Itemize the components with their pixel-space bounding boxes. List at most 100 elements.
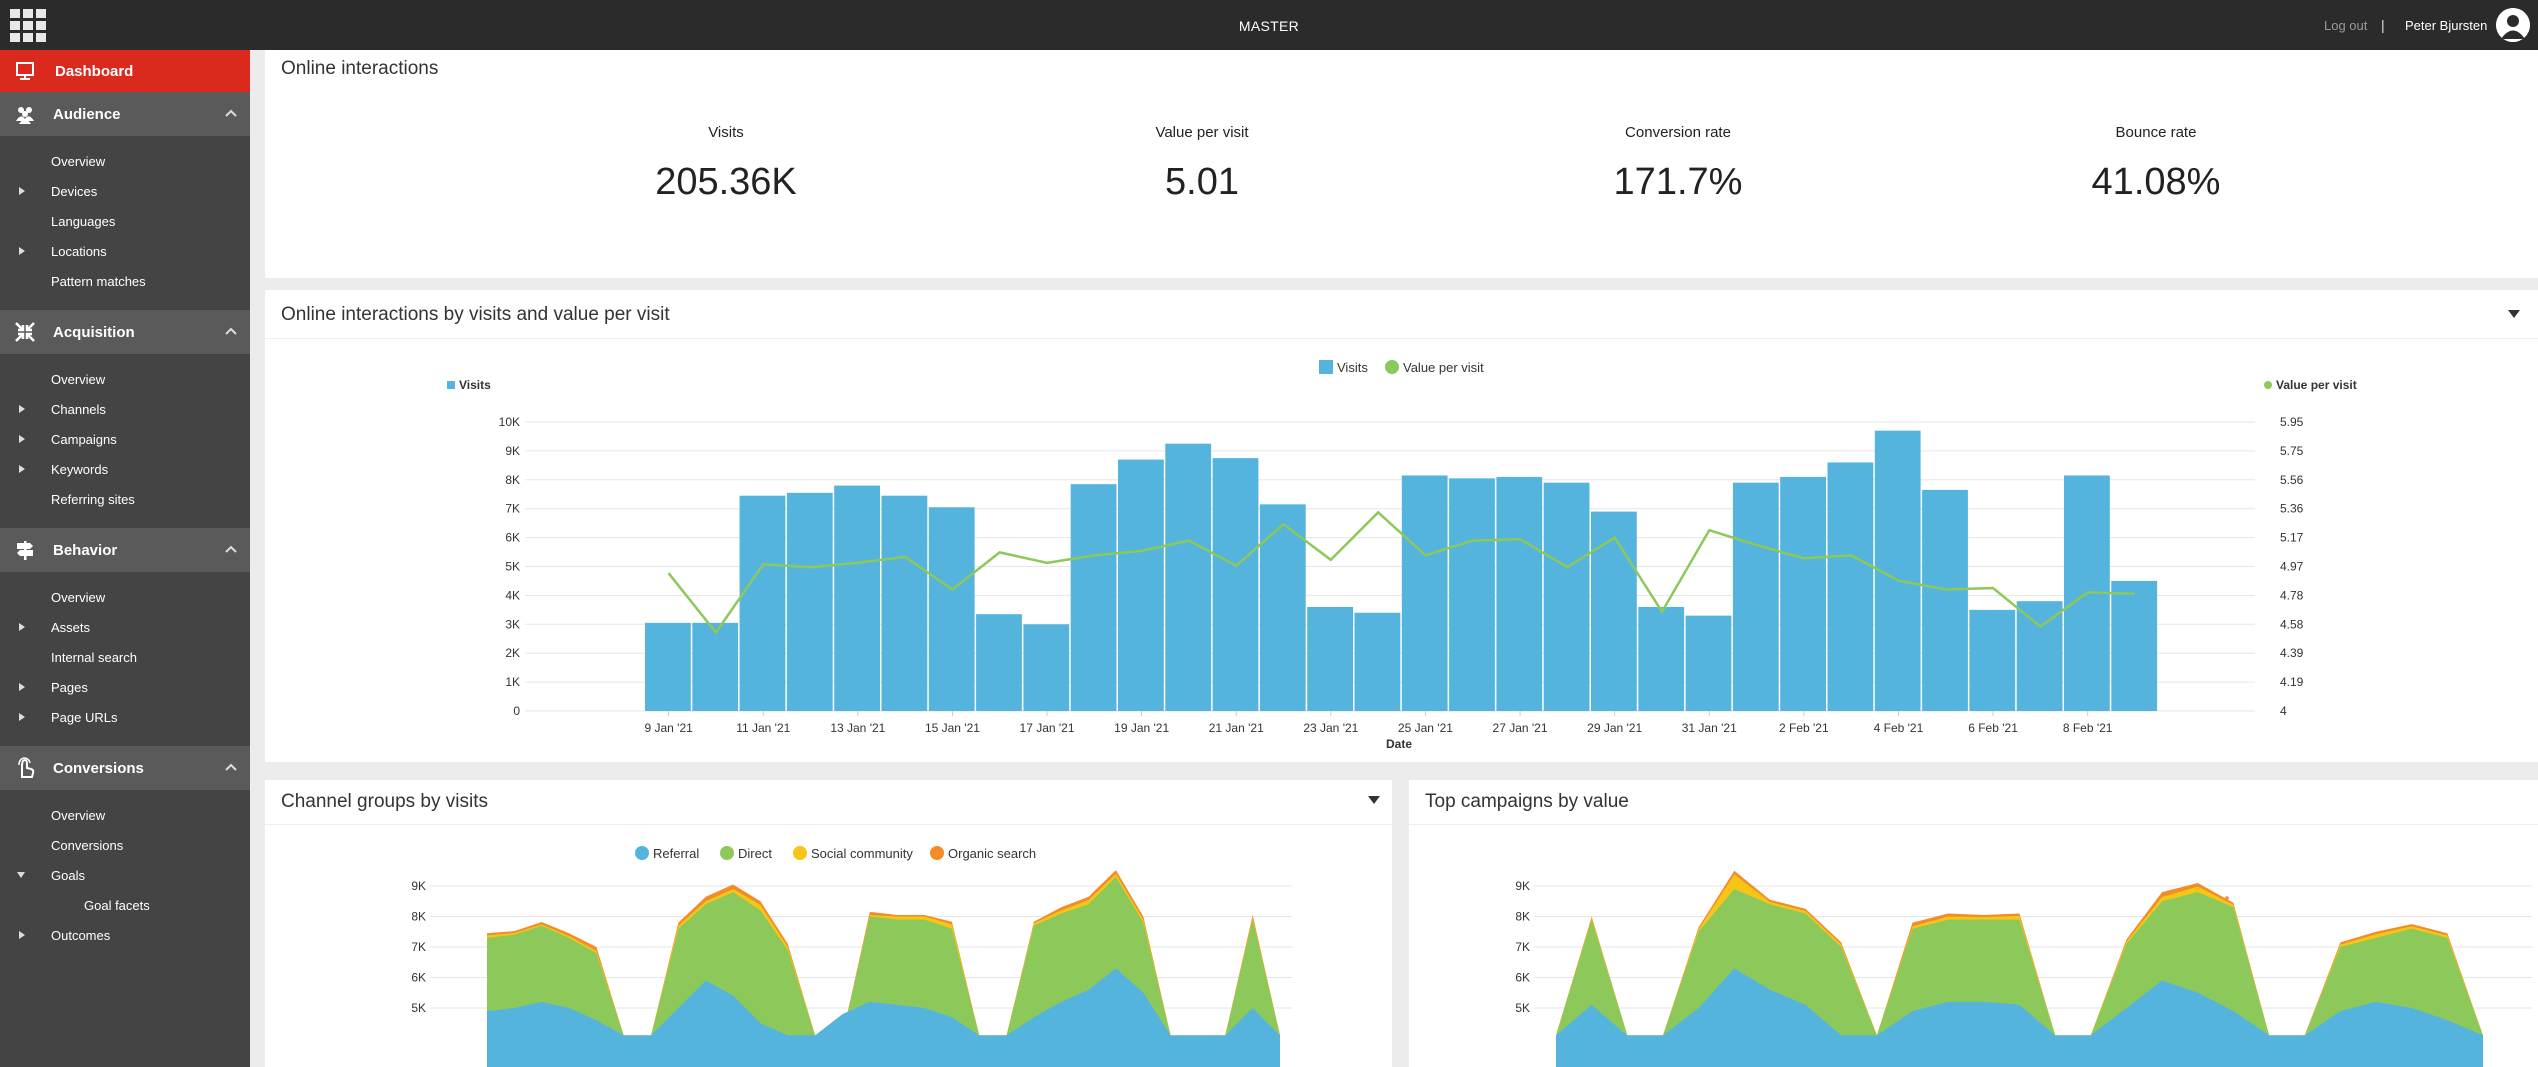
panel-dropdown-icon[interactable] <box>1368 796 1380 804</box>
visits-bar <box>1922 489 1968 711</box>
sidebar-item-devices[interactable]: Devices <box>0 176 250 206</box>
legend-swatch <box>720 846 734 860</box>
sidebar-item-outcomes[interactable]: Outcomes <box>0 920 250 950</box>
visits-bar <box>1023 624 1070 711</box>
sidebar-item-keywords[interactable]: Keywords <box>0 454 250 484</box>
expand-arrow-icon[interactable] <box>19 405 25 413</box>
expand-arrow-icon[interactable] <box>19 435 25 443</box>
sidebar-section-conversions[interactable]: Conversions <box>0 746 250 790</box>
visits-chart-panel: Online interactions by visits and value … <box>265 290 2538 762</box>
sidebar-item-label: Devices <box>51 183 98 199</box>
y-left-tick-label: 0 <box>513 704 520 718</box>
collapse-arrow-icon[interactable] <box>17 872 25 878</box>
legend-label: Organic search <box>948 846 1036 861</box>
panel-title: Online interactions by visits and value … <box>281 304 670 325</box>
sidebar-item-channels[interactable]: Channels <box>0 394 250 424</box>
sidebar-item-internal-search[interactable]: Internal search <box>0 642 250 672</box>
y-tick-label: 8K <box>411 910 426 924</box>
sidebar-section-label: Behavior <box>53 541 118 559</box>
x-tick-label: 9 Jan '21 <box>644 721 693 735</box>
expand-arrow-icon[interactable] <box>19 931 25 939</box>
monitor-icon <box>16 62 34 80</box>
separator: | <box>2381 17 2385 33</box>
x-tick-label: 4 Feb '21 <box>1874 721 1924 735</box>
sidebar-item-languages[interactable]: Languages <box>0 206 250 236</box>
sidebar-item-campaigns[interactable]: Campaigns <box>0 424 250 454</box>
sidebar-section-acquisition[interactable]: Acquisition <box>0 310 250 354</box>
signpost-icon <box>17 541 33 560</box>
sidebar-item-label: Page URLs <box>51 709 118 725</box>
sidebar-item-label: Locations <box>51 243 107 259</box>
sidebar-item-overview[interactable]: Overview <box>0 800 250 830</box>
chevron-up-icon[interactable] <box>224 542 238 556</box>
sidebar-item-label: Internal search <box>51 649 137 665</box>
legend-swatch-value <box>2264 381 2272 389</box>
visits-bar <box>1401 475 1448 711</box>
expand-arrow-icon[interactable] <box>19 683 25 691</box>
app-launcher-icon[interactable] <box>10 9 46 43</box>
expand-arrow-icon[interactable] <box>19 247 25 255</box>
sidebar-item-label: Overview <box>51 589 106 605</box>
sidebar-section-audience[interactable]: Audience <box>0 92 250 136</box>
expand-arrow-icon[interactable] <box>19 187 25 195</box>
expand-arrow-icon[interactable] <box>19 465 25 473</box>
sidebar-item-conversions[interactable]: Conversions <box>0 830 250 860</box>
sidebar-item-referring-sites[interactable]: Referring sites <box>0 484 250 514</box>
x-tick-label: 23 Jan '21 <box>1303 721 1358 735</box>
visits-bar <box>976 614 1022 711</box>
visits-bar <box>1827 462 1874 711</box>
sidebar-item-overview[interactable]: Overview <box>0 364 250 394</box>
sidebar-item-page-urls[interactable]: Page URLs <box>0 702 250 732</box>
visits-bar <box>786 492 833 711</box>
visits-bar <box>1543 482 1590 711</box>
sidebar-item-label: Languages <box>51 213 116 229</box>
sidebar: Dashboard Audience Overview Devices Langua… <box>0 50 250 1067</box>
y-tick-label: 6K <box>411 971 426 985</box>
x-tick-label: 17 Jan '21 <box>1020 721 1075 735</box>
sidebar-section-label: Acquisition <box>53 323 135 341</box>
y-tick-label: 9K <box>1515 879 1530 893</box>
organic-marker <box>2225 896 2229 900</box>
legend-label: Visits <box>1337 360 1368 375</box>
sidebar-item-goals[interactable]: Goals <box>0 860 250 890</box>
user-name: Peter Bjursten <box>2405 18 2488 33</box>
expand-arrow-icon[interactable] <box>19 713 25 721</box>
sidebar-section-items: Overview Devices Languages Locations Pattern… <box>0 136 250 310</box>
y-left-tick-label: 1K <box>505 675 520 689</box>
expand-arrow-icon[interactable] <box>19 623 25 631</box>
sidebar-item-pages[interactable]: Pages <box>0 672 250 702</box>
sidebar-item-label: Goal facets <box>84 897 150 913</box>
sidebar-item-dashboard[interactable]: Dashboard <box>0 50 250 92</box>
visits-bar <box>1070 484 1117 711</box>
arrows-icon <box>15 322 35 342</box>
sidebar-item-assets[interactable]: Assets <box>0 612 250 642</box>
avatar[interactable] <box>2496 8 2530 42</box>
legend-swatch <box>793 846 807 860</box>
sidebar-item-label: Referring sites <box>51 491 135 507</box>
visits-bar <box>1354 612 1401 711</box>
y-left-tick-label: 6K <box>505 531 520 545</box>
x-tick-label: 8 Feb '21 <box>2063 721 2113 735</box>
chevron-up-icon[interactable] <box>224 324 238 338</box>
top-bar: MASTER Log out | Peter Bjursten <box>0 0 2538 50</box>
sidebar-item-pattern-matches[interactable]: Pattern matches <box>0 266 250 296</box>
panel-dropdown-icon[interactable] <box>2508 310 2520 318</box>
sidebar-item-overview[interactable]: Overview <box>0 582 250 612</box>
chevron-up-icon[interactable] <box>224 760 238 774</box>
divider <box>265 824 1392 825</box>
sidebar-item-overview[interactable]: Overview <box>0 146 250 176</box>
logout-link[interactable]: Log out <box>2324 18 2368 33</box>
chevron-up-icon[interactable] <box>224 106 238 120</box>
sidebar-item-locations[interactable]: Locations <box>0 236 250 266</box>
visits-bar <box>1496 476 1543 711</box>
channel-groups-panel: Channel groups by visits 5K 6K 7K 8K 9K Refer… <box>265 780 1392 1067</box>
channel-groups-chart: 5K 6K 7K 8K 9K Referral Direct Social community… <box>411 846 1292 1067</box>
sidebar-item-goal-facets[interactable]: Goal facets <box>0 890 250 920</box>
sidebar-section-items: Overview Assets Internal search Pages Page U… <box>0 572 250 746</box>
visits-bar <box>1638 606 1685 711</box>
sidebar-section-label: Conversions <box>53 759 144 777</box>
sidebar-item-label: Overview <box>51 153 106 169</box>
x-tick-label: 6 Feb '21 <box>1968 721 2018 735</box>
y-left-tick-label: 10K <box>499 415 520 429</box>
sidebar-section-behavior[interactable]: Behavior <box>0 528 250 572</box>
